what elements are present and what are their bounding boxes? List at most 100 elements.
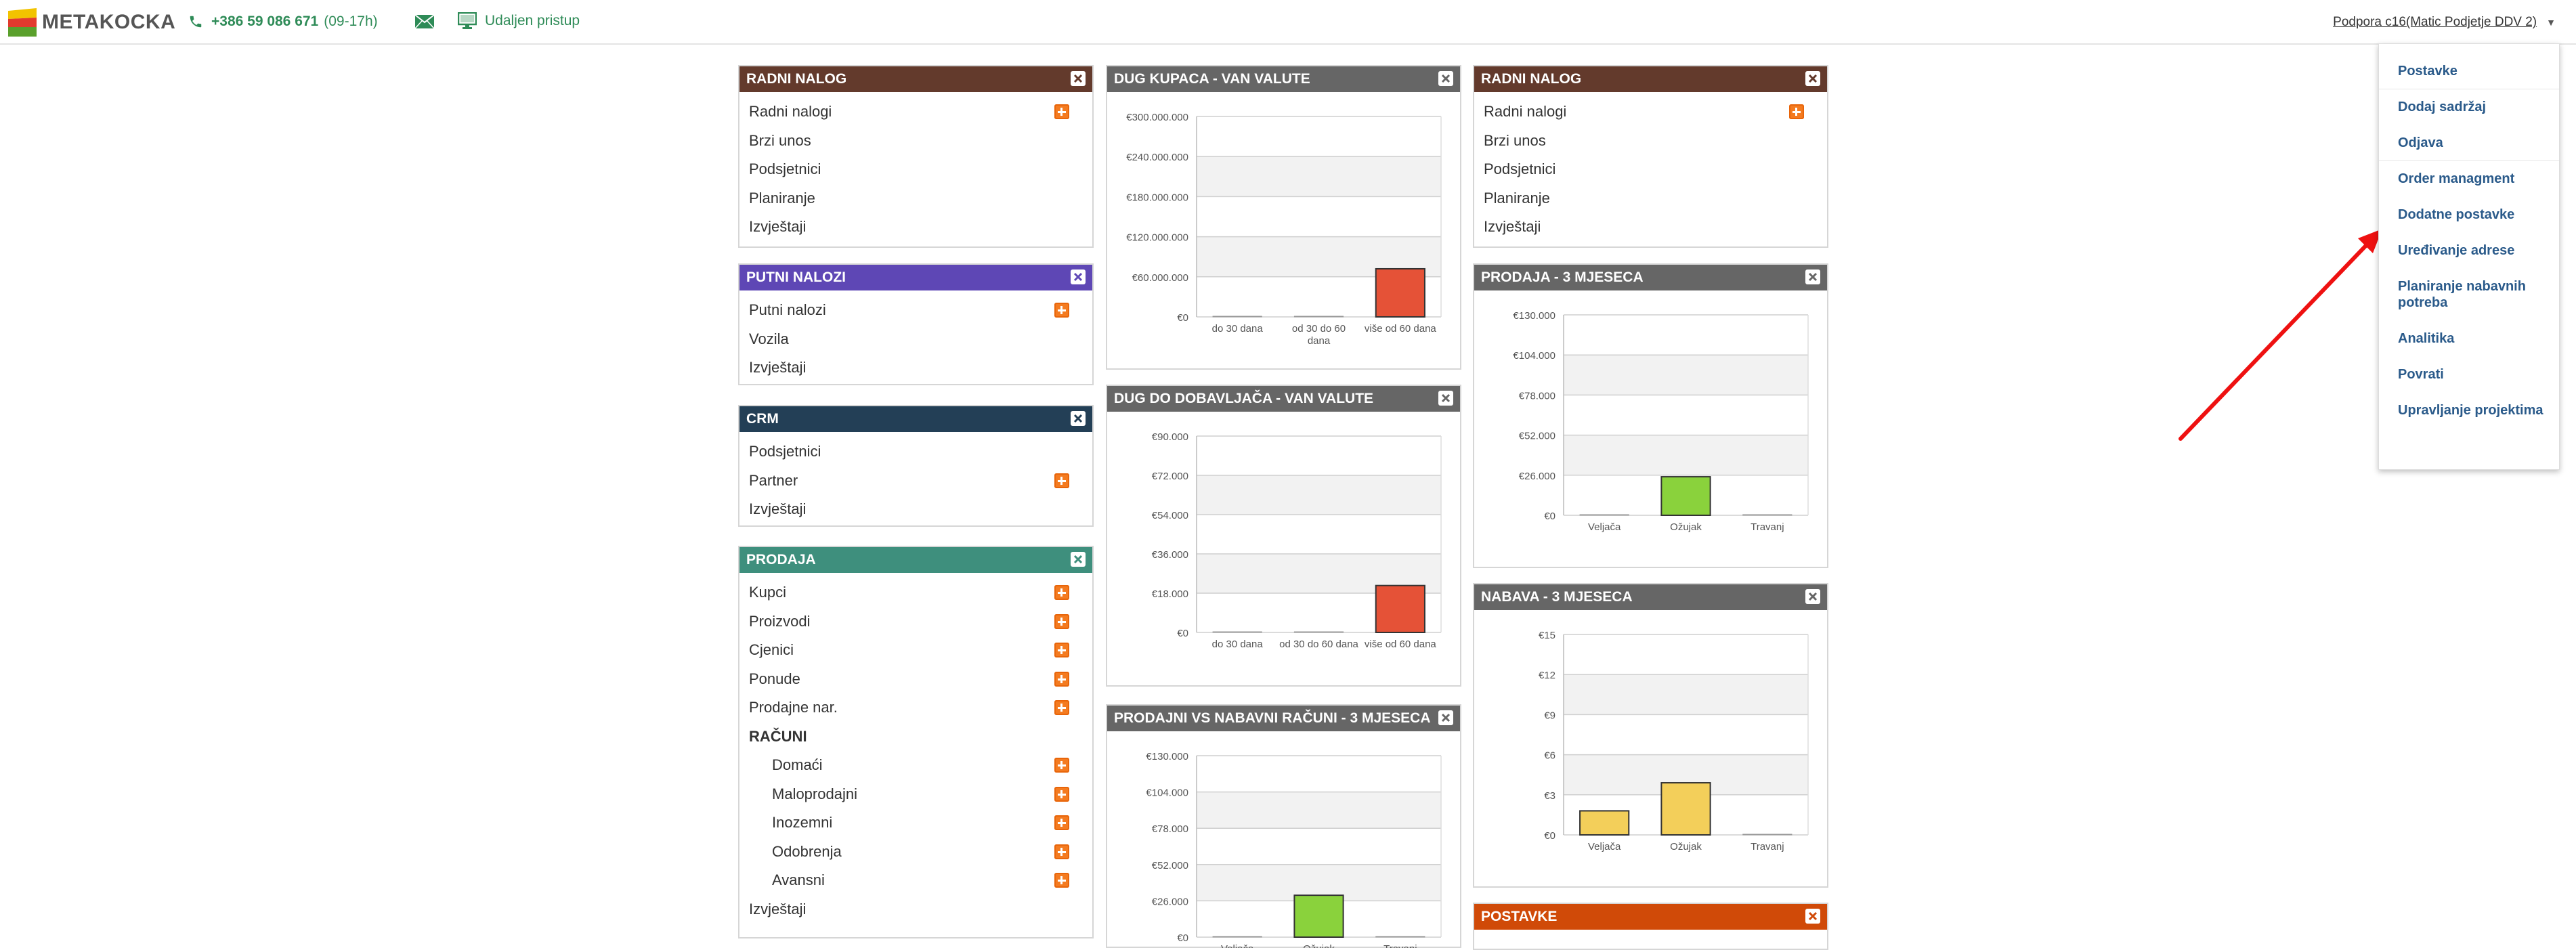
add-icon[interactable] <box>1054 473 1069 488</box>
close-icon <box>1808 74 1818 83</box>
list-item[interactable]: Podsjetnici <box>749 443 821 460</box>
bar <box>1742 834 1793 836</box>
close-icon <box>1073 414 1083 423</box>
list-item[interactable]: Vozila <box>749 330 789 347</box>
add-icon[interactable] <box>1054 671 1069 687</box>
close-widget-button[interactable] <box>1071 411 1086 426</box>
grid-band <box>1564 634 1808 675</box>
y-tick-label: €60.000.000 <box>1132 272 1188 284</box>
list-item[interactable]: Putni nalozi <box>739 296 1092 325</box>
remote-access-link[interactable]: Udaljen pristup <box>458 12 580 30</box>
list-item[interactable]: Izvještaji <box>749 500 807 517</box>
add-icon[interactable] <box>1054 786 1069 802</box>
grid-band <box>1564 674 1808 715</box>
list-item[interactable]: Avansni <box>739 866 1092 895</box>
grid-band <box>1197 792 1441 829</box>
list-item[interactable]: Podsjetnici <box>1484 160 1556 177</box>
close-widget-button[interactable] <box>1071 552 1086 567</box>
y-tick-label: €26.000 <box>1519 471 1555 482</box>
list-item[interactable]: Planiranje <box>1484 189 1550 207</box>
list-item[interactable]: Izvještaji <box>749 359 807 376</box>
x-tick-label: više od 60 dana <box>1365 639 1437 650</box>
x-tick-label: Veljača <box>1588 521 1621 533</box>
add-icon[interactable] <box>1054 873 1069 888</box>
close-widget-button[interactable] <box>1805 269 1820 284</box>
y-tick-label: €52.000 <box>1152 860 1188 871</box>
list-item[interactable]: Radni nalogi <box>1474 98 1827 127</box>
close-widget-button[interactable] <box>1438 710 1453 725</box>
close-widget-button[interactable] <box>1071 269 1086 284</box>
list-item[interactable]: Maloprodajni <box>739 780 1092 809</box>
close-icon <box>1808 911 1818 921</box>
add-icon[interactable] <box>1054 303 1069 318</box>
chart-prodajni-vs-nabavni: €0 €26.000 €52.000 €78.000 €104.000 €130.000 V… <box>1146 751 1442 948</box>
user-menu-toggle[interactable]: Podpora c16(Matic Podjetje DDV 2) ▼ <box>2333 15 2556 30</box>
y-tick-label: €130.000 <box>1146 751 1188 762</box>
menu-item-dodaj-sadrzaj[interactable]: Dodaj sadržaj <box>2398 100 2487 114</box>
list-item[interactable]: Izvještaji <box>749 900 807 917</box>
list-item[interactable]: Proizvodi <box>739 607 1092 636</box>
close-widget-button[interactable] <box>1805 589 1820 604</box>
y-tick-label: €6 <box>1544 750 1555 762</box>
user-dropdown-menu: Postavke Dodaj sadržaj Odjava Order mana… <box>2378 43 2560 470</box>
list-item[interactable]: Izvještaji <box>749 218 807 235</box>
x-tick-label: Travanj <box>1383 943 1417 948</box>
list-item[interactable]: Domaći <box>739 751 1092 780</box>
list-item[interactable]: Brzi unos <box>749 131 811 149</box>
x-tick-label: Ožujak <box>1670 521 1702 533</box>
y-tick-label: €3 <box>1544 790 1555 802</box>
list-item[interactable]: Ponude <box>739 665 1092 694</box>
add-icon[interactable] <box>1054 815 1069 830</box>
close-icon <box>1441 74 1451 83</box>
list-item[interactable]: Prodajne nar. <box>739 693 1092 722</box>
menu-item-analitika[interactable]: Analitika <box>2398 331 2455 346</box>
menu-item-odjava[interactable]: Odjava <box>2379 125 2559 161</box>
x-tick-label: Travanj <box>1751 521 1784 533</box>
list-item[interactable]: Kupci <box>739 578 1092 607</box>
close-icon <box>1073 74 1083 83</box>
menu-item-povrati[interactable]: Povrati <box>2398 367 2444 382</box>
menu-item-planiranje-nabavnih-potreba[interactable]: Planiranje nabavnih potreba <box>2398 279 2526 310</box>
phone-contact[interactable]: +386 59 086 671 (09-17h) <box>188 14 378 30</box>
list-item[interactable]: Cjenici <box>739 636 1092 665</box>
menu-item-order-managment[interactable]: Order managment <box>2398 171 2515 186</box>
widget-title: PRODAJA <box>746 552 816 567</box>
list-item[interactable]: Podsjetnici <box>749 160 821 177</box>
widget-title: DUG KUPACA - VAN VALUTE <box>1114 71 1310 87</box>
add-icon[interactable] <box>1054 758 1069 773</box>
menu-item-postavke[interactable]: Postavke <box>2379 53 2559 89</box>
list-item[interactable]: Odobrenja <box>739 838 1092 867</box>
logo[interactable]: METAKOCKA <box>8 7 175 38</box>
bar <box>1375 267 1425 318</box>
list-item[interactable]: Brzi unos <box>1484 131 1546 149</box>
y-tick-label: €90.000 <box>1152 431 1188 443</box>
mail-link[interactable] <box>414 14 435 33</box>
menu-item-dodatne-postavke[interactable]: Dodatne postavke <box>2398 207 2515 222</box>
list-item[interactable]: Inozemni <box>739 808 1092 838</box>
list-item[interactable]: Partner <box>739 467 1092 496</box>
y-tick-label: €0 <box>1177 932 1188 944</box>
close-widget-button[interactable] <box>1805 71 1820 86</box>
widget-title: CRM <box>746 411 779 427</box>
menu-item-uredivanje-adrese[interactable]: Uređivanje adrese <box>2398 243 2515 258</box>
add-icon[interactable] <box>1054 643 1069 657</box>
x-tick-label: od 30 do 60 dana <box>1279 639 1358 650</box>
list-item[interactable]: Planiranje <box>749 189 815 207</box>
add-icon[interactable] <box>1054 613 1069 629</box>
list-item[interactable]: Radni nalogi <box>739 98 1092 127</box>
add-icon[interactable] <box>1054 104 1069 119</box>
menu-item-upravljanje-projektima[interactable]: Upravljanje projektima <box>2398 403 2543 418</box>
bar <box>1212 936 1262 938</box>
y-tick-label: €78.000 <box>1519 390 1555 402</box>
close-widget-button[interactable] <box>1438 391 1453 406</box>
list-item[interactable]: Izvještaji <box>1484 218 1541 235</box>
add-icon[interactable] <box>1054 700 1069 715</box>
close-icon <box>1441 713 1451 722</box>
close-widget-button[interactable] <box>1438 71 1453 86</box>
add-icon[interactable] <box>1789 104 1804 119</box>
add-icon[interactable] <box>1054 844 1069 859</box>
close-widget-button[interactable] <box>1805 909 1820 924</box>
grid-band <box>1564 355 1808 395</box>
close-widget-button[interactable] <box>1071 71 1086 86</box>
add-icon[interactable] <box>1054 585 1069 600</box>
